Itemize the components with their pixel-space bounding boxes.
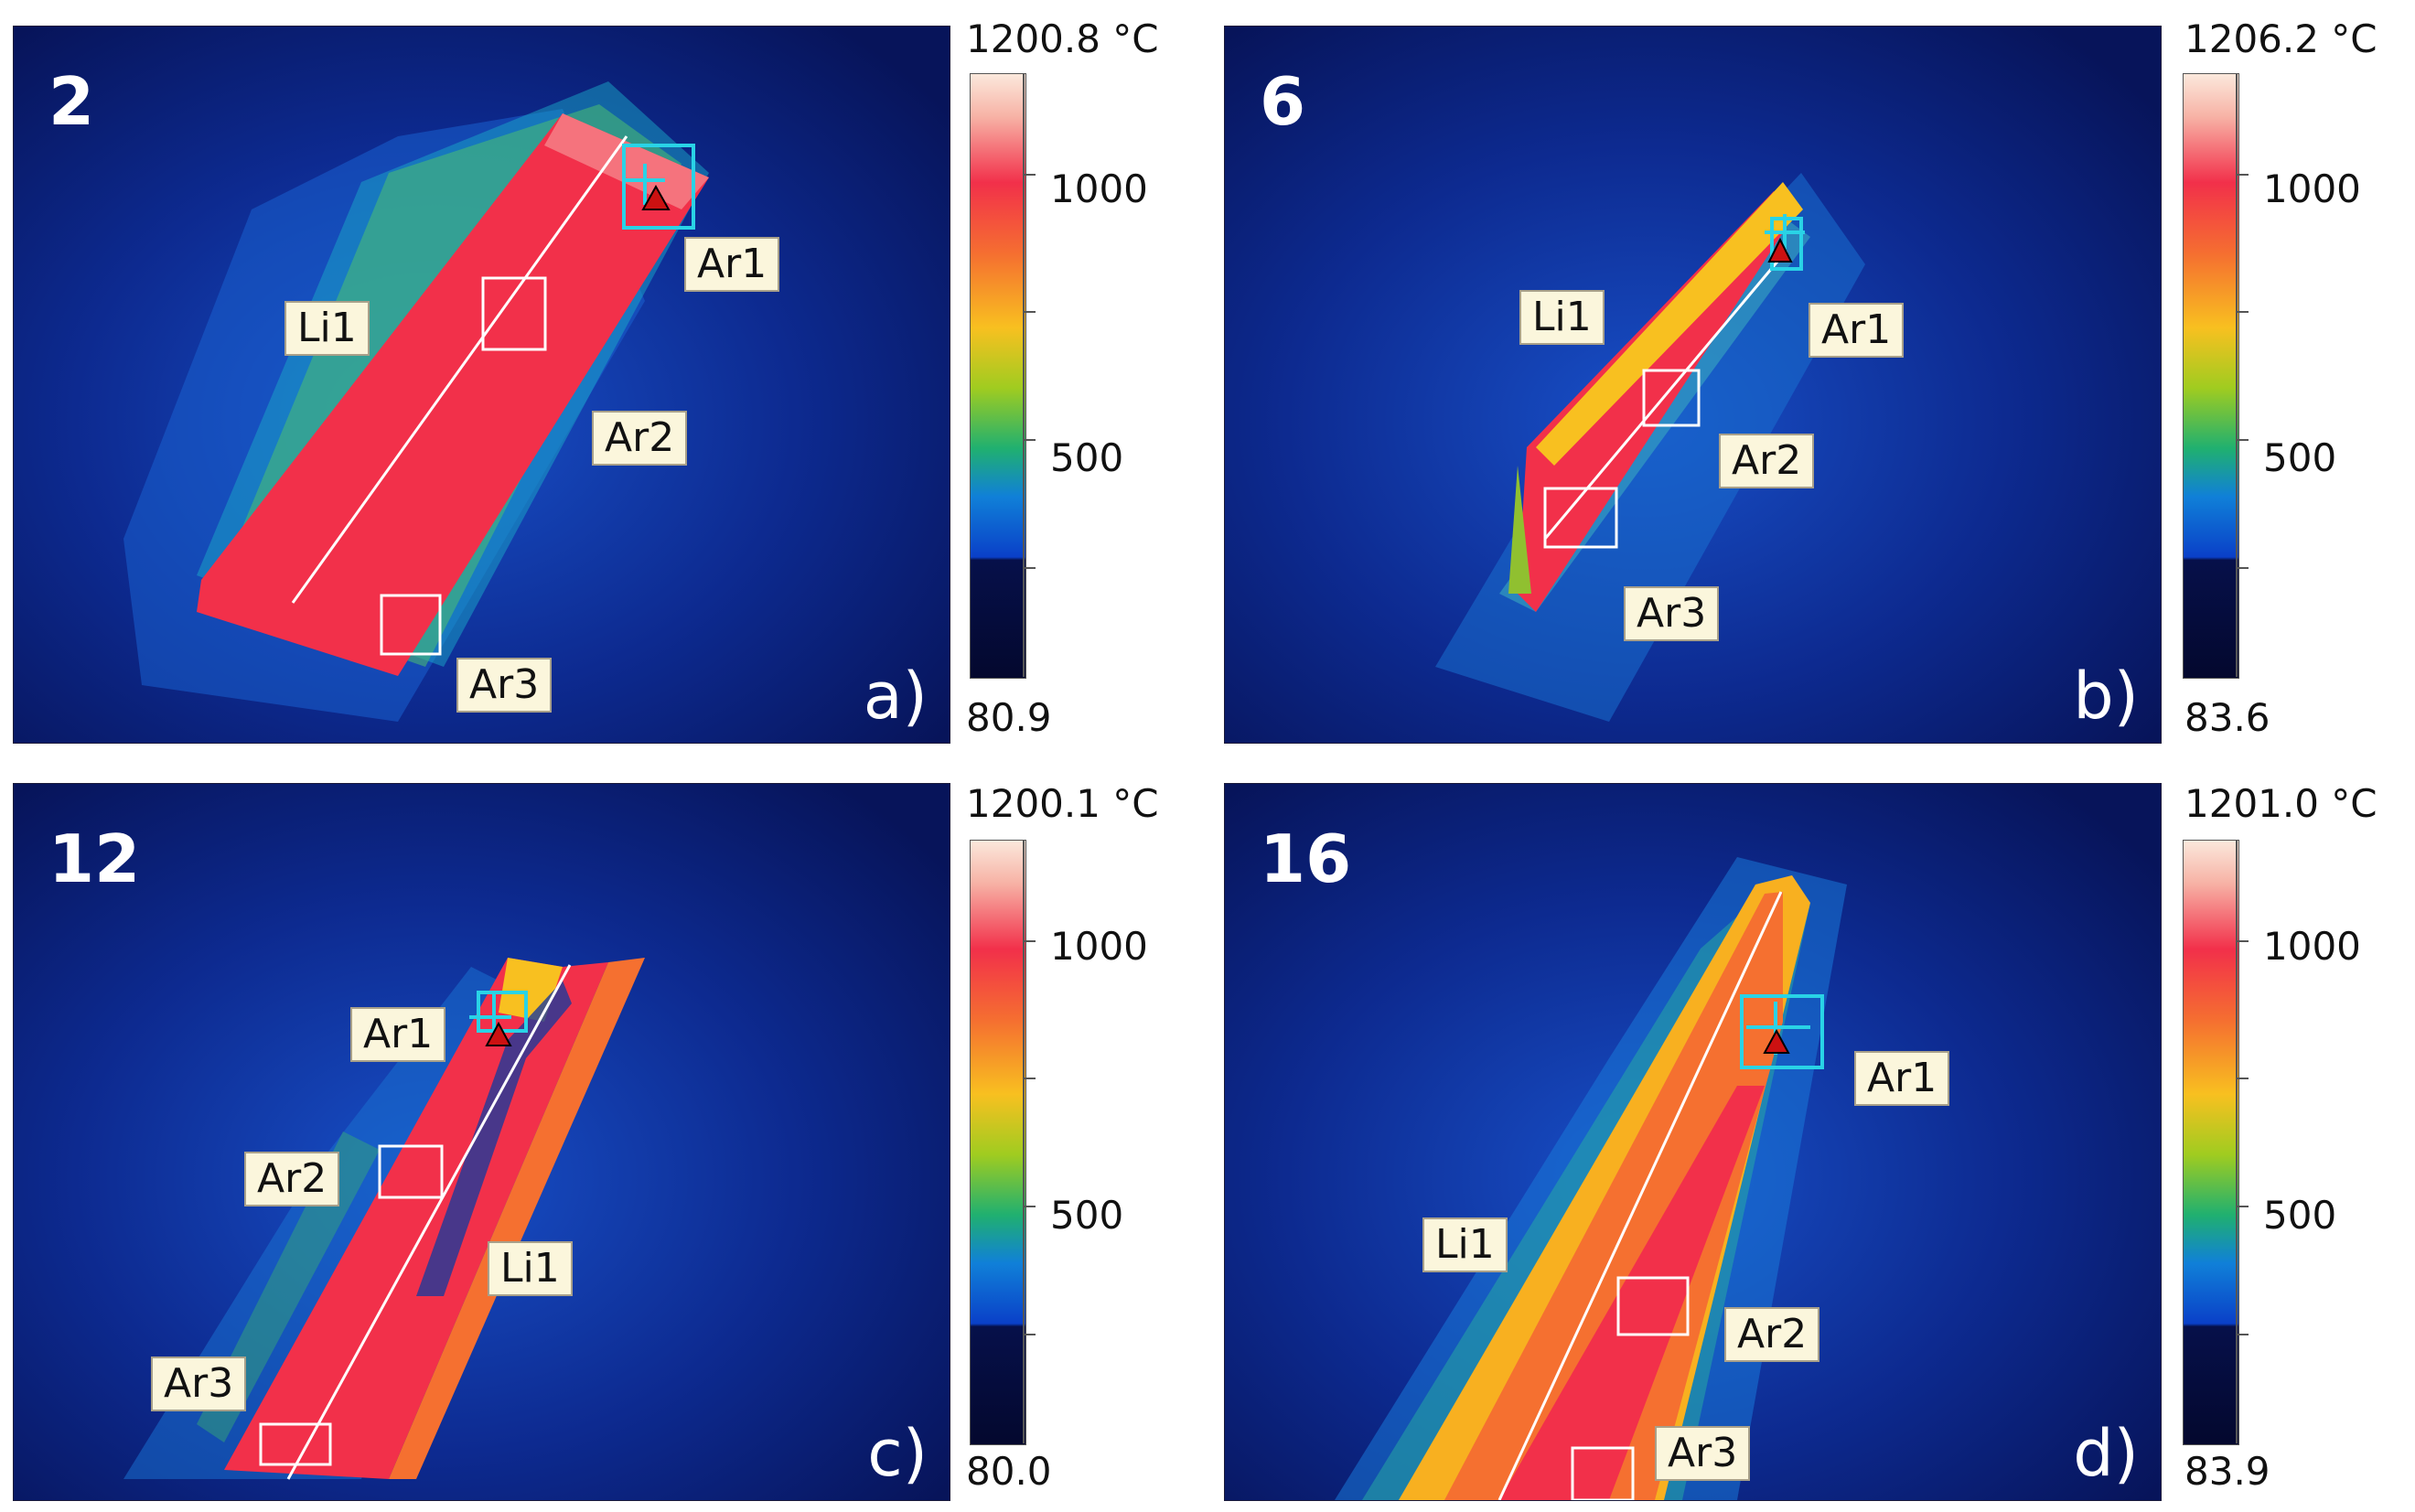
panel-b: 6 b) Li1 Ar1 Ar2 Ar3 1206.2 °C 1000 500 …	[1217, 0, 2415, 756]
frame-number: 12	[48, 820, 141, 897]
label-ar2: Ar2	[1719, 434, 1815, 488]
thermal-image-b: 6 b) Li1 Ar1 Ar2 Ar3	[1224, 26, 2162, 744]
panel-letter: a)	[863, 659, 928, 734]
label-li1: Li1	[1422, 1217, 1508, 1272]
frame-number: 2	[48, 63, 95, 140]
panel-c: 12 c) Ar1 Ar2 Li1 Ar3 1200.1 °C 1000 500…	[0, 756, 1208, 1511]
label-ar2: Ar2	[592, 411, 688, 466]
thermal-scene-a	[14, 27, 950, 743]
scale-ticks	[2236, 840, 2250, 1443]
label-li1: Li1	[284, 301, 370, 356]
label-ar1: Ar1	[350, 1007, 446, 1062]
scale-label-500: 500	[1050, 1193, 1124, 1238]
scale-label-1000: 1000	[1050, 166, 1148, 211]
scale-max: 1201.0 °C	[2184, 781, 2377, 826]
scale-min: 83.9	[2184, 1449, 2270, 1494]
thermal-image-a: 2 a) Li1 Ar1 Ar2 Ar3	[13, 26, 950, 744]
scale-ticks	[1023, 840, 1037, 1443]
scale-min: 83.6	[2184, 695, 2270, 740]
scale-label-500: 500	[1050, 435, 1124, 480]
label-li1: Li1	[1519, 290, 1605, 345]
thermal-scene-c	[14, 784, 950, 1500]
color-scale-bar	[2183, 840, 2239, 1445]
label-ar3: Ar3	[1624, 586, 1720, 641]
color-scale-bar	[970, 840, 1026, 1445]
frame-number: 6	[1260, 63, 1306, 140]
thermal-scene-d	[1225, 784, 2161, 1500]
panel-d: 16 d) Ar1 Li1 Ar2 Ar3 1201.0 °C 1000 500…	[1217, 756, 2415, 1511]
frame-number: 16	[1260, 820, 1352, 897]
label-ar3: Ar3	[1655, 1426, 1751, 1481]
scale-ticks	[1023, 73, 1037, 677]
panel-letter: c)	[867, 1416, 928, 1491]
label-ar2: Ar2	[244, 1152, 340, 1206]
scale-max: 1206.2 °C	[2184, 16, 2377, 61]
scale-ticks	[2236, 73, 2250, 677]
panel-letter: b)	[2073, 659, 2139, 734]
label-li1: Li1	[488, 1241, 573, 1296]
scale-min: 80.9	[966, 695, 1052, 740]
color-scale-bar	[970, 73, 1026, 679]
label-ar1: Ar1	[1854, 1051, 1950, 1106]
thermal-image-c: 12 c) Ar1 Ar2 Li1 Ar3	[13, 783, 950, 1501]
scale-label-1000: 1000	[1050, 924, 1148, 969]
scale-min: 80.0	[966, 1449, 1052, 1494]
label-ar1: Ar1	[1809, 303, 1905, 358]
scale-label-1000: 1000	[2263, 166, 2361, 211]
scale-max: 1200.1 °C	[966, 781, 1159, 826]
label-ar2: Ar2	[1724, 1307, 1820, 1362]
label-ar1: Ar1	[684, 237, 780, 292]
scale-label-500: 500	[2263, 435, 2337, 480]
scale-max: 1200.8 °C	[966, 16, 1159, 61]
scale-label-500: 500	[2263, 1193, 2337, 1238]
panel-a: 2 a) Li1 Ar1 Ar2 Ar3 1200.8 °C 1000 500 …	[0, 0, 1208, 756]
color-scale-bar	[2183, 73, 2239, 679]
scale-label-1000: 1000	[2263, 924, 2361, 969]
label-ar3: Ar3	[151, 1357, 247, 1411]
label-ar3: Ar3	[456, 658, 553, 713]
panel-letter: d)	[2073, 1416, 2139, 1491]
thermal-image-d: 16 d) Ar1 Li1 Ar2 Ar3	[1224, 783, 2162, 1501]
